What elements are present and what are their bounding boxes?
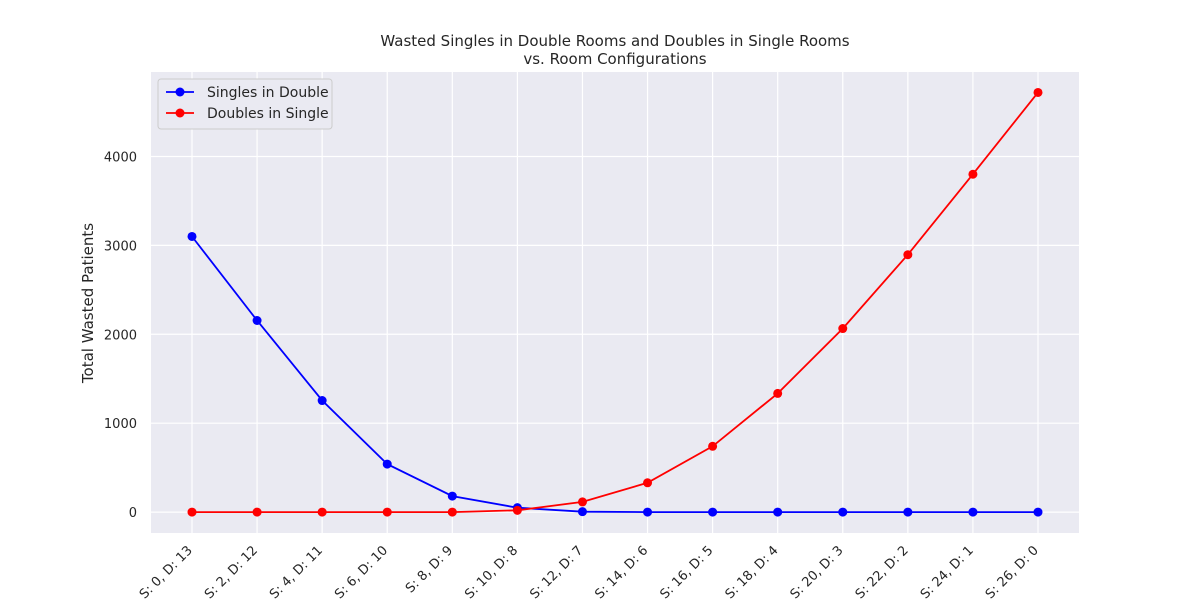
data-point bbox=[577, 507, 587, 517]
data-point bbox=[317, 507, 327, 517]
data-point bbox=[252, 507, 262, 517]
series-line-1 bbox=[191, 235, 1038, 513]
data-point bbox=[708, 507, 718, 517]
data-point bbox=[317, 396, 327, 406]
y-tick-label: 4000 bbox=[104, 150, 137, 165]
data-point bbox=[577, 497, 587, 507]
x-tick-label: S: 6, D: 10 bbox=[332, 543, 391, 600]
series-line-2 bbox=[192, 91, 1039, 513]
legend-label-1: Singles in Double bbox=[207, 85, 329, 101]
data-point bbox=[773, 388, 783, 398]
x-tick-label: S: 2, D: 12 bbox=[202, 543, 261, 600]
y-tick-label: 3000 bbox=[104, 239, 137, 254]
legend-box bbox=[157, 78, 333, 130]
x-tick-label: S: 8, D: 9 bbox=[403, 543, 456, 596]
data-point bbox=[382, 459, 392, 469]
grid bbox=[151, 72, 1079, 533]
data-point bbox=[838, 324, 848, 334]
data-point bbox=[838, 507, 848, 517]
data-point bbox=[1033, 507, 1043, 517]
y-axis-label: Total Wasted Patients bbox=[79, 223, 97, 384]
legend-marker-1 bbox=[175, 87, 185, 97]
data-point bbox=[643, 507, 653, 517]
legend: Singles in Double Doubles in Single bbox=[157, 78, 333, 130]
plot-background bbox=[151, 72, 1079, 533]
data-point bbox=[252, 316, 262, 326]
data-point bbox=[187, 507, 197, 517]
data-point bbox=[187, 231, 197, 241]
legend-marker-2 bbox=[175, 108, 185, 118]
data-point bbox=[643, 478, 653, 488]
series-group bbox=[187, 87, 1043, 517]
x-tick-label: S: 22, D: 2 bbox=[853, 543, 912, 600]
x-tick-label: S: 10, D: 8 bbox=[462, 543, 521, 600]
chart-title-line-2: vs. Room Configurations bbox=[523, 50, 706, 68]
x-tick-label: S: 24, D: 1 bbox=[918, 543, 977, 600]
data-point bbox=[382, 507, 392, 517]
data-point bbox=[1033, 87, 1043, 97]
data-point bbox=[447, 491, 457, 501]
legend-label-2: Doubles in Single bbox=[207, 106, 329, 122]
data-point bbox=[708, 441, 718, 451]
data-point bbox=[903, 507, 913, 517]
x-tick-label: S: 20, D: 3 bbox=[788, 543, 847, 600]
x-tick-label: S: 16, D: 5 bbox=[657, 543, 716, 600]
y-tick-label: 2000 bbox=[104, 328, 137, 343]
x-tick-label: S: 14, D: 6 bbox=[592, 543, 651, 600]
data-point bbox=[773, 507, 783, 517]
x-tick-label: S: 0, D: 13 bbox=[137, 543, 196, 600]
y-tick-label: 1000 bbox=[104, 417, 137, 432]
x-tick-label: S: 12, D: 7 bbox=[527, 543, 586, 600]
data-point bbox=[968, 507, 978, 517]
x-tick-label: S: 4, D: 11 bbox=[267, 543, 326, 600]
data-point bbox=[447, 507, 457, 517]
data-point bbox=[512, 505, 522, 515]
x-tick-label: S: 18, D: 4 bbox=[723, 543, 782, 600]
data-point bbox=[903, 250, 913, 260]
x-tick-label: S: 26, D: 0 bbox=[983, 543, 1042, 600]
y-tick-label: 0 bbox=[129, 506, 137, 521]
data-point bbox=[968, 169, 978, 179]
chart-title-line-1: Wasted Singles in Double Rooms and Doubl… bbox=[380, 32, 849, 50]
